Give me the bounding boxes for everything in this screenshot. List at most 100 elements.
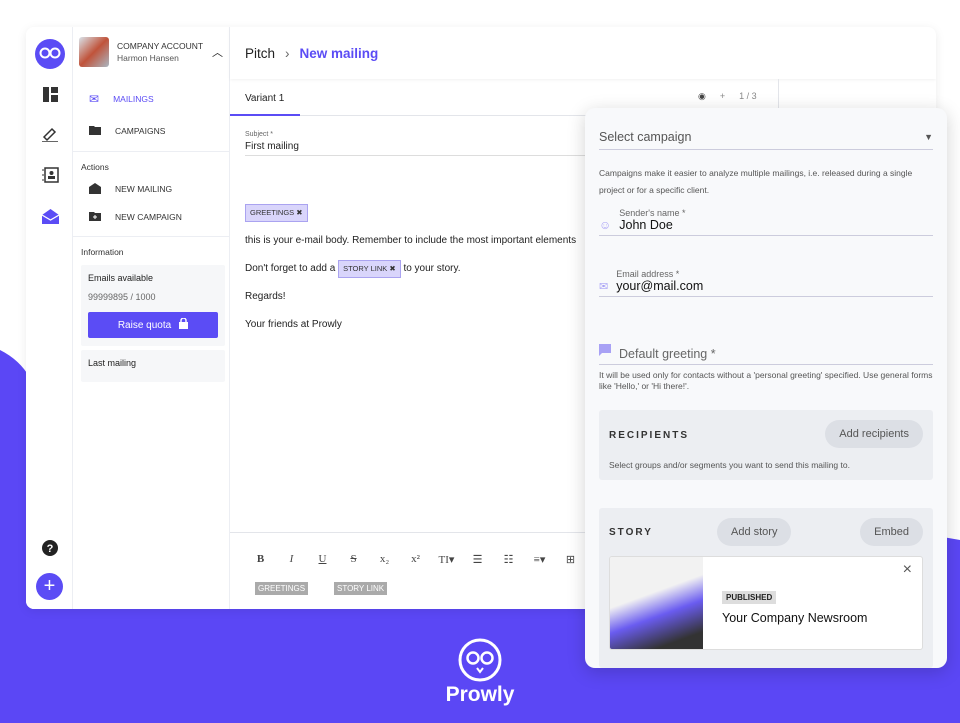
edit-icon[interactable] xyxy=(40,124,60,144)
toolbar-button[interactable]: x² xyxy=(411,553,420,565)
nav-mailings[interactable]: ✉ MAILINGS xyxy=(73,83,229,115)
email-body-editor[interactable]: GREETINGS ✖ this is your e-mail body. Re… xyxy=(245,199,576,339)
status-badge: PUBLISHED xyxy=(722,591,777,604)
icon-rail: ? + xyxy=(26,27,73,609)
body-line: this is your e-mail body. Remember to in… xyxy=(245,235,577,246)
variant-counter: 1 / 3 xyxy=(739,91,757,101)
greeting-note: It will be used only for contacts withou… xyxy=(599,370,933,391)
mailing-settings-panel: Select campaign ▼ Campaigns make it easie… xyxy=(585,108,947,668)
subject-input[interactable]: First mailing xyxy=(245,138,585,156)
caret-down-icon: ▼ xyxy=(924,131,933,142)
comment-icon xyxy=(599,343,611,361)
action-new-mailing[interactable]: NEW MAILING xyxy=(73,176,229,202)
add-variant-button[interactable]: + xyxy=(719,91,726,101)
folder-plus-icon xyxy=(89,211,101,223)
variant-tabs: Variant 1 ◉ +1 / 3 xyxy=(230,79,936,116)
owl-logo-icon xyxy=(458,638,502,682)
embed-button[interactable]: Embed xyxy=(860,518,923,546)
mailings-icon[interactable] xyxy=(40,206,60,226)
last-mailing-card: Last mailing xyxy=(81,350,225,382)
email-address-field[interactable]: ✉ Email address * your@mail.com xyxy=(599,269,933,297)
greeting-input[interactable]: Default greeting * xyxy=(619,347,716,361)
mail-icon: ✉ xyxy=(599,281,609,293)
avatar xyxy=(79,37,109,67)
chevron-up-icon[interactable]: ︿ xyxy=(212,47,223,59)
main-area: Pitch › New mailing Variant 1 ◉ +1 / 3 Subj… xyxy=(230,27,936,609)
close-icon[interactable]: × xyxy=(902,561,912,578)
toolbar-button[interactable]: ☰ xyxy=(472,554,483,566)
nav-label: MAILINGS xyxy=(113,94,154,104)
subject-field[interactable]: Subject * First mailing xyxy=(245,131,585,156)
mail-icon: ✉ xyxy=(89,92,100,106)
story-heading: STORY xyxy=(609,527,653,538)
dashboard-icon[interactable] xyxy=(40,84,60,104)
toolbar-button[interactable]: ☷ xyxy=(503,554,514,566)
page-title: New mailing xyxy=(299,45,379,61)
face-icon: ☺ xyxy=(599,218,612,232)
email-input[interactable]: your@mail.com xyxy=(616,279,704,293)
breadcrumb-separator: › xyxy=(285,45,290,61)
sender-name-field[interactable]: ☺ Sender's name * John Doe xyxy=(599,208,933,236)
information-heading: Information xyxy=(81,247,124,257)
raise-quota-label: Raise quota xyxy=(117,319,172,331)
sender-label: Sender's name * xyxy=(619,208,686,218)
story-card[interactable]: PUBLISHED Your Company Newsroom × xyxy=(609,556,923,650)
emails-label: Emails available xyxy=(88,273,154,283)
body-text: to your story. xyxy=(403,263,461,274)
nav-label: CAMPAIGNS xyxy=(115,126,166,136)
subject-label: Subject * xyxy=(245,131,274,138)
breadcrumb: Pitch › New mailing xyxy=(230,27,936,79)
actions-heading: Actions xyxy=(81,162,109,172)
breadcrumb-pitch[interactable]: Pitch xyxy=(245,45,276,61)
sidebar: COMPANY ACCOUNT Harmon Hansen ︿ ✉ MAILINGS… xyxy=(73,27,230,609)
contacts-icon[interactable] xyxy=(40,165,60,185)
nav-campaigns[interactable]: CAMPAIGNS xyxy=(73,115,229,147)
toolbar-button[interactable]: TI▾ xyxy=(438,554,455,566)
lock-icon xyxy=(179,317,189,332)
add-icon[interactable]: + xyxy=(36,573,63,600)
greetings-chip[interactable]: GREETINGS ✖ xyxy=(245,204,308,222)
toolbar-button[interactable]: ⊞ xyxy=(565,554,576,566)
body-line: Your friends at Prowly xyxy=(245,319,342,330)
emails-value: 99999895 / 1000 xyxy=(88,292,156,302)
action-label: NEW MAILING xyxy=(115,184,173,194)
story-section: STORY Add story Embed PUBLISHED Your Comp… xyxy=(599,508,933,668)
story-link-chip[interactable]: STORY LINK ✖ xyxy=(338,260,401,278)
insert-story-link-button[interactable]: STORY LINK xyxy=(334,582,388,595)
toolbar-button[interactable]: U xyxy=(318,553,327,565)
toolbar-button[interactable]: S xyxy=(350,553,357,565)
action-new-campaign[interactable]: NEW CAMPAIGN xyxy=(73,202,229,232)
action-label: NEW CAMPAIGN xyxy=(115,212,182,222)
body-line: Regards! xyxy=(245,291,286,302)
add-story-button[interactable]: Add story xyxy=(717,518,792,546)
toolbar-button[interactable]: B xyxy=(256,553,265,565)
account-name: Harmon Hansen xyxy=(117,53,179,63)
sender-input[interactable]: John Doe xyxy=(619,218,673,232)
email-label: Email address * xyxy=(616,269,680,279)
tab-variant-1[interactable]: Variant 1 xyxy=(230,87,300,116)
add-recipients-button[interactable]: Add recipients xyxy=(825,420,923,448)
story-thumbnail xyxy=(610,557,703,649)
preview-eye-icon[interactable]: ◉ xyxy=(698,91,706,101)
last-mailing-label: Last mailing xyxy=(88,358,137,368)
raise-quota-button[interactable]: Raise quota xyxy=(88,312,218,338)
brand-name: Prowly xyxy=(445,683,515,706)
toolbar-button[interactable]: I xyxy=(289,553,294,565)
help-icon[interactable]: ? xyxy=(40,538,60,558)
recipients-note: Select groups and/or segments you want t… xyxy=(609,460,850,470)
prowly-logo: Prowly xyxy=(0,638,960,707)
recipients-heading: RECIPIENTS xyxy=(609,430,690,441)
folder-icon xyxy=(89,125,101,137)
default-greeting-field[interactable]: Default greeting * xyxy=(599,343,933,365)
toolbar-button[interactable]: ≡▾ xyxy=(533,554,546,566)
toolbar-button[interactable]: x₂ xyxy=(379,553,390,565)
open-mail-icon xyxy=(89,182,101,196)
recipients-section: RECIPIENTS Add recipients Select groups … xyxy=(599,410,933,480)
insert-greetings-button[interactable]: GREETINGS xyxy=(255,582,309,595)
account-switcher[interactable]: COMPANY ACCOUNT Harmon Hansen ︿ xyxy=(73,27,229,77)
logo-owl-icon[interactable] xyxy=(35,39,65,69)
emails-card: Emails available 99999895 / 1000 Raise q… xyxy=(81,265,225,346)
campaign-select-value: Select campaign xyxy=(599,129,692,144)
campaign-select[interactable]: Select campaign ▼ xyxy=(599,124,933,150)
